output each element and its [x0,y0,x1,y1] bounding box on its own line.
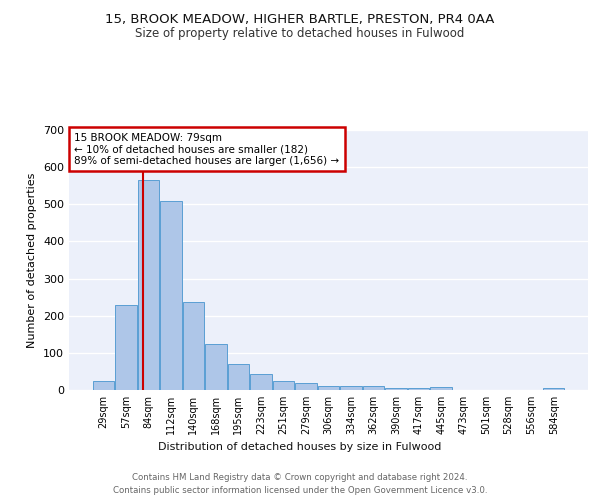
Text: Size of property relative to detached houses in Fulwood: Size of property relative to detached ho… [136,28,464,40]
Bar [385,388,407,390]
Bar [160,200,182,390]
Bar [273,380,294,390]
Bar [340,386,362,390]
Text: Contains HM Land Registry data © Crown copyright and database right 2024.
Contai: Contains HM Land Registry data © Crown c… [113,472,487,494]
Bar [543,388,565,390]
Y-axis label: Number of detached properties: Number of detached properties [28,172,37,348]
Bar [115,306,137,390]
Bar [182,302,204,390]
Bar [408,388,429,390]
Bar [295,384,317,390]
Bar [318,386,339,390]
Bar [363,386,384,390]
Bar [228,364,249,390]
Text: 15 BROOK MEADOW: 79sqm
← 10% of detached houses are smaller (182)
89% of semi-de: 15 BROOK MEADOW: 79sqm ← 10% of detached… [74,132,340,166]
Text: 15, BROOK MEADOW, HIGHER BARTLE, PRESTON, PR4 0AA: 15, BROOK MEADOW, HIGHER BARTLE, PRESTON… [106,12,494,26]
Bar [205,344,227,390]
Bar [250,374,272,390]
Bar [137,180,159,390]
Bar [92,380,114,390]
Text: Distribution of detached houses by size in Fulwood: Distribution of detached houses by size … [158,442,442,452]
Bar [430,387,452,390]
